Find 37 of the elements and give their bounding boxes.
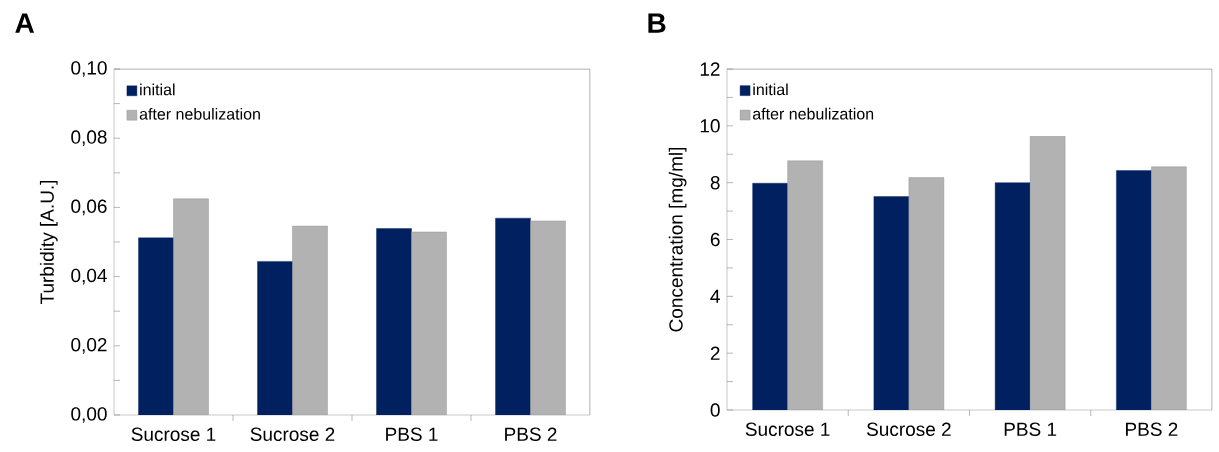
y-tick-label: 0,04: [71, 268, 107, 285]
y-tick-label: 0,06: [71, 199, 107, 216]
y-tick-label: 2: [710, 346, 720, 360]
bar: [787, 160, 823, 410]
chart-title: B: [648, 13, 666, 33]
bar: [1029, 136, 1066, 410]
y-tick-label: 0,00: [71, 407, 107, 423]
chart-title: A: [15, 13, 35, 33]
legend-label: initial: [140, 83, 175, 96]
y-tick-label: 6: [710, 232, 720, 247]
x-tick-label: Sucrose 1: [131, 427, 216, 441]
y-tick-label: 8: [710, 175, 720, 190]
bar: [1151, 166, 1187, 410]
x-tick-label: Sucrose 2: [250, 427, 335, 441]
bar: [292, 225, 328, 415]
legend-label: after nebulization: [752, 107, 874, 120]
y-axis-title: Concentration [mg/ml]: [668, 147, 687, 332]
y-tick-label: 0: [710, 403, 720, 417]
y-tick-label: 0,10: [71, 61, 107, 77]
x-tick-label: PBS 2: [505, 427, 557, 441]
y-tick-label: 0,02: [71, 337, 107, 354]
bar: [530, 220, 566, 415]
y-axis-title: Turbidity [A.U.]: [39, 180, 58, 305]
legend-label: after nebulization: [139, 107, 260, 120]
x-tick-label: Sucrose 1: [745, 422, 830, 436]
bar: [173, 198, 209, 415]
y-tick-label: 12: [700, 62, 720, 76]
bar: [908, 177, 945, 410]
legend-label: initial: [753, 83, 788, 96]
x-tick-label: PBS 1: [386, 427, 438, 441]
y-tick-label: 4: [710, 289, 720, 303]
x-tick-label: PBS 2: [1126, 422, 1178, 436]
y-tick-label: 10: [700, 119, 720, 133]
y-tick-label: 0,08: [71, 130, 107, 147]
x-tick-label: Sucrose 2: [866, 422, 951, 436]
bar: [411, 231, 447, 415]
x-tick-label: PBS 1: [1004, 422, 1057, 436]
